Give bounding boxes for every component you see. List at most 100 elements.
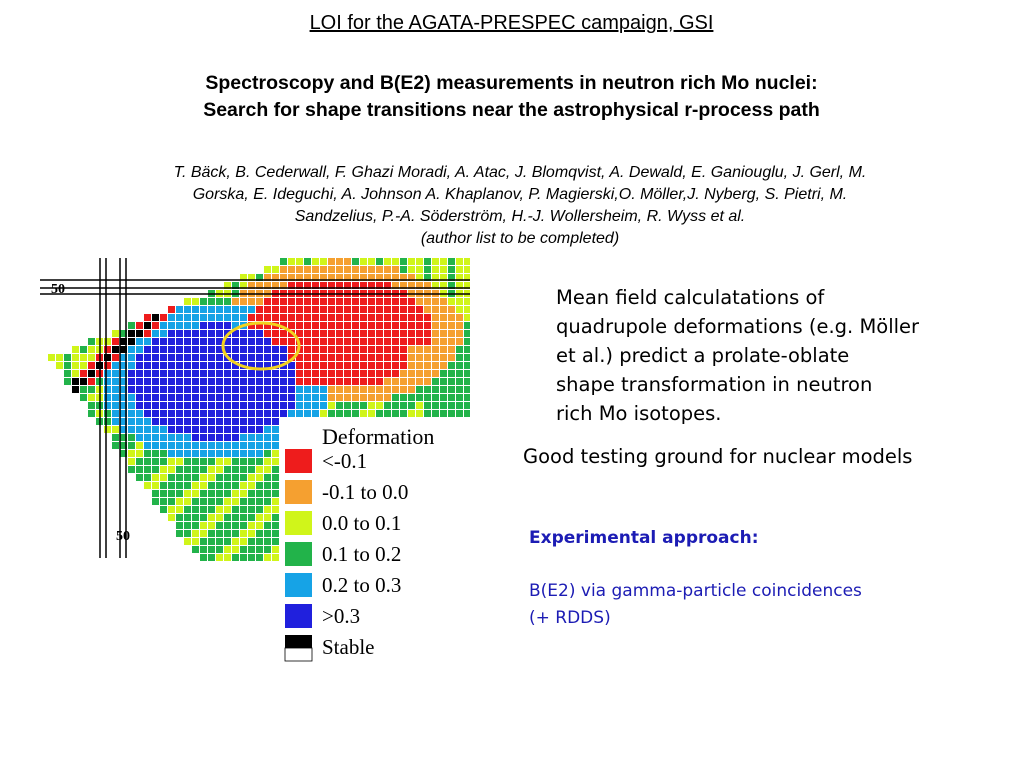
nuclide-cell	[144, 394, 151, 401]
nuclide-cell	[432, 282, 439, 289]
nuclide-cell	[232, 410, 239, 417]
nuclide-cell	[240, 410, 247, 417]
nuclide-cell	[216, 346, 223, 353]
nuclide-cell	[248, 490, 255, 497]
nuclide-cell	[104, 402, 111, 409]
nuclide-cell	[168, 330, 175, 337]
nuclide-cell	[152, 378, 159, 385]
nuclide-cell	[216, 362, 223, 369]
nuclide-cell	[232, 546, 239, 553]
nuclide-cell	[192, 354, 199, 361]
nuclide-cell	[272, 378, 279, 385]
nuclide-cell	[440, 330, 447, 337]
nuclide-cell	[304, 282, 311, 289]
nuclide-cell	[224, 530, 231, 537]
nuclide-cell	[120, 410, 127, 417]
nuclide-cell	[232, 346, 239, 353]
nuclide-cell	[344, 258, 351, 265]
nuclide-cell	[184, 370, 191, 377]
nuclide-cell	[112, 434, 119, 441]
nuclide-cell	[240, 402, 247, 409]
nuclide-cell	[168, 434, 175, 441]
nuclide-cell	[80, 386, 87, 393]
nuclide-cell	[368, 330, 375, 337]
nuclide-cell	[192, 402, 199, 409]
nuclide-cell	[80, 362, 87, 369]
nuclide-cell	[280, 258, 287, 265]
nuclide-cell	[360, 298, 367, 305]
nuclide-cell	[216, 490, 223, 497]
nuclide-cell	[464, 410, 470, 417]
nuclide-cell	[352, 330, 359, 337]
nuclide-cell	[384, 346, 391, 353]
nuclide-cell	[192, 450, 199, 457]
nuclide-cell	[160, 330, 167, 337]
nuclide-cell	[88, 338, 95, 345]
nuclide-cell	[280, 314, 287, 321]
nuclide-cell	[280, 338, 287, 345]
nuclide-cell	[400, 386, 407, 393]
nuclide-cell	[376, 282, 383, 289]
nuclide-cell	[368, 386, 375, 393]
nuclide-cell	[152, 370, 159, 377]
nuclide-cell	[264, 394, 271, 401]
nuclide-cell	[104, 378, 111, 385]
nuclide-cell	[256, 418, 263, 425]
nuclide-cell	[248, 522, 255, 529]
legend-swatch	[285, 511, 312, 535]
nuclide-cell	[200, 394, 207, 401]
nuclide-cell	[192, 546, 199, 553]
nuclide-cell	[320, 402, 327, 409]
nuclide-cell	[176, 474, 183, 481]
nuclide-cell	[424, 410, 431, 417]
nuclide-cell	[176, 306, 183, 313]
nuclide-cell	[384, 298, 391, 305]
nuclide-cell	[408, 282, 415, 289]
nuclide-cell	[376, 274, 383, 281]
nuclide-cell	[224, 282, 231, 289]
nuclide-cell	[160, 458, 167, 465]
nuclide-cell	[400, 314, 407, 321]
nuclide-cell	[432, 410, 439, 417]
nuclide-cell	[456, 330, 463, 337]
nuclide-cell	[264, 530, 271, 537]
nuclide-cell	[320, 266, 327, 273]
nuclide-cell	[168, 402, 175, 409]
nuclide-cell	[464, 306, 470, 313]
nuclide-cell	[448, 378, 455, 385]
nuclide-cell	[120, 378, 127, 385]
nuclide-cell	[136, 474, 143, 481]
nuclide-cell	[112, 338, 119, 345]
nuclide-cell	[328, 394, 335, 401]
nuclide-cell	[256, 354, 263, 361]
nuclide-cell	[152, 474, 159, 481]
nuclide-cell	[464, 314, 470, 321]
nuclide-cell	[464, 258, 470, 265]
nuclide-cell	[184, 466, 191, 473]
nuclide-cell	[168, 442, 175, 449]
nuclide-cell	[392, 394, 399, 401]
legend-swatch	[285, 542, 312, 566]
nuclide-cell	[184, 506, 191, 513]
nuclide-cell	[456, 394, 463, 401]
deformation-chart: 50 50 Deformation <-0.1 -0.1 to 0.0 0.0 to…	[40, 258, 470, 678]
nuclide-cell	[112, 370, 119, 377]
nuclide-cell	[176, 322, 183, 329]
nuclide-cell	[144, 370, 151, 377]
nuclide-cell	[176, 314, 183, 321]
nuclide-cell	[120, 330, 127, 337]
nuclide-cell	[272, 338, 279, 345]
nuclide-cell	[176, 506, 183, 513]
nuclide-cell	[256, 362, 263, 369]
nuclide-cell	[184, 378, 191, 385]
nuclide-cell	[112, 330, 119, 337]
nuclide-cell	[256, 322, 263, 329]
nuclide-cell	[240, 450, 247, 457]
nuclide-cell	[208, 346, 215, 353]
nuclide-cell	[376, 410, 383, 417]
nuclide-cell	[368, 314, 375, 321]
nuclide-cell	[112, 354, 119, 361]
nuclide-cell	[304, 306, 311, 313]
nuclide-cell	[440, 258, 447, 265]
nuclide-cell	[296, 354, 303, 361]
